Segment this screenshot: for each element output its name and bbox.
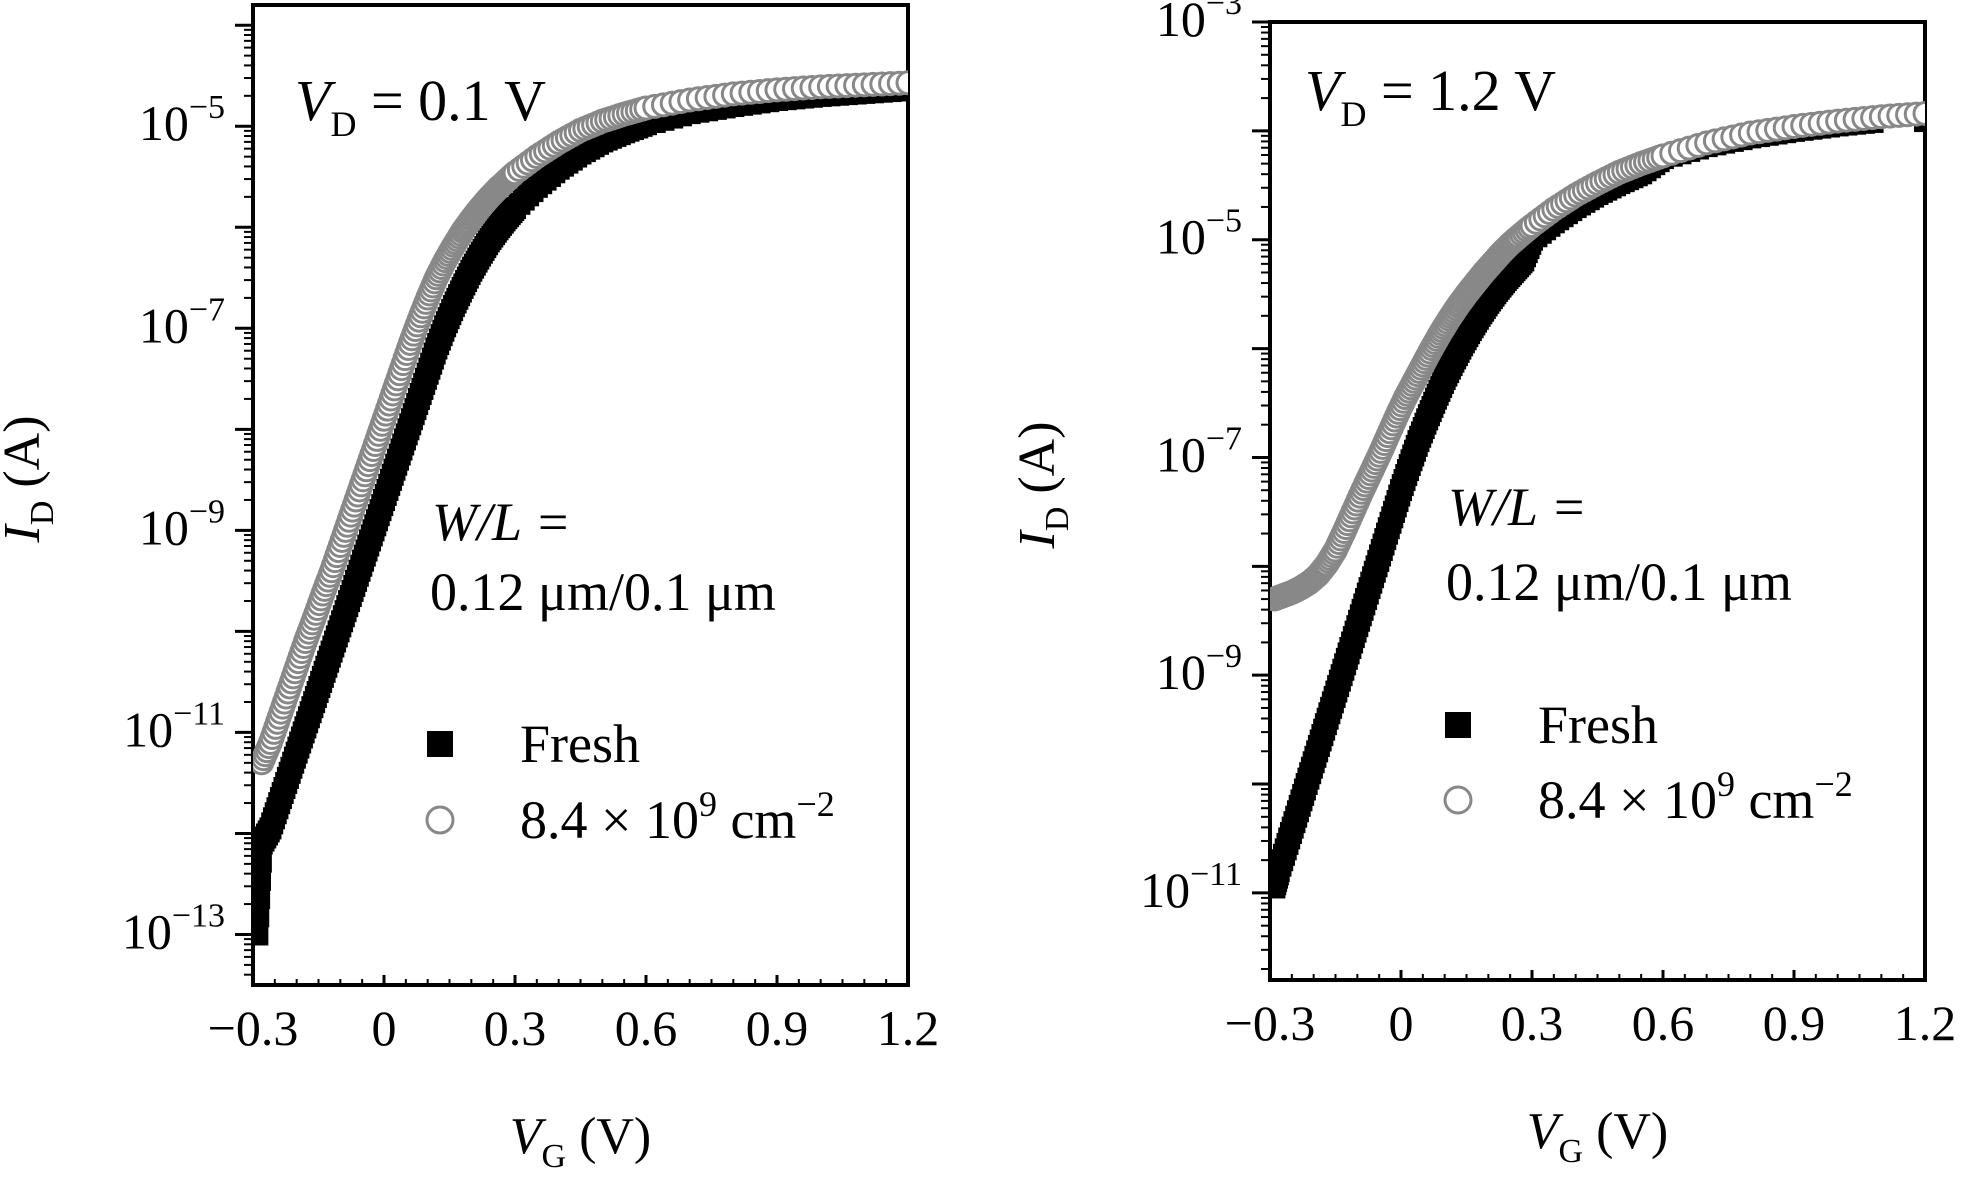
x-tick-label: 0.6: [1632, 995, 1695, 1051]
y-tick-label: 10−7: [139, 291, 225, 353]
series-irradiated: [1270, 100, 1925, 612]
wl-annotation-line2: 0.12 μm/0.1 μm: [430, 562, 776, 622]
y-tick-label: 10−3: [1156, 0, 1242, 47]
legend-label-fresh: Fresh: [520, 714, 640, 774]
legend-label-fresh: Fresh: [1538, 695, 1658, 755]
legend-label-irradiated: 8.4 × 109 cm−2: [1538, 764, 1853, 830]
y-axis-label: ID (A): [1009, 421, 1076, 549]
data-point-square: [253, 868, 271, 891]
legend-marker-circle: [1443, 785, 1473, 815]
y-tick-label: 10−5: [1156, 203, 1242, 265]
legend-label-irradiated: 8.4 × 109 cm−2: [520, 784, 835, 850]
y-tick-label: 10−5: [139, 89, 225, 151]
wl-annotation-line1: W/L =: [432, 492, 571, 552]
x-tick-label: 1.2: [1894, 995, 1957, 1051]
x-tick-label: 0: [1389, 995, 1414, 1051]
x-tick-label: −0.3: [1225, 995, 1316, 1051]
y-axis-label: ID (A): [0, 415, 61, 543]
data-point-square: [1888, 0, 1910, 22]
x-tick-label: 0.9: [1763, 995, 1826, 1051]
x-tick-label: 0.3: [1501, 995, 1564, 1051]
data-point-square: [1905, 0, 1927, 22]
chart-panel-right: −0.3 0 0.3 0.6 0.9 1.2 10−11 10−9 10−7 10−5 10−3 VG…: [1009, 0, 1956, 1170]
data-point-square: [253, 887, 271, 910]
x-tick-label: 1.2: [877, 1000, 940, 1056]
series-irradiated: [253, 70, 908, 776]
data-point-square: [1897, 0, 1919, 22]
data-point-square: [1870, 0, 1892, 22]
y-tick-label: 10−11: [1140, 856, 1242, 918]
x-tick-label: 0.3: [484, 1000, 547, 1056]
x-axis-label: VG (V): [1527, 1103, 1669, 1170]
x-tick-label: 0.6: [615, 1000, 678, 1056]
data-point-square: [253, 923, 269, 946]
y-tick-label: 10−9: [139, 493, 225, 555]
x-tick-label: −0.3: [208, 1000, 299, 1056]
data-point-square: [253, 850, 272, 873]
y-tick-label: 10−11: [123, 695, 225, 757]
x-tick-label: 0: [372, 1000, 397, 1056]
legend-marker-circle: [425, 805, 455, 835]
legend-marker-square: [427, 731, 453, 757]
bias-annotation: VD = 0.1 V: [295, 68, 546, 144]
legend: Fresh 8.4 × 109 cm−2: [1443, 695, 1853, 830]
data-point-square: [253, 905, 270, 928]
legend: Fresh 8.4 × 109 cm−2: [425, 714, 835, 850]
data-point-circle: [1912, 100, 1925, 126]
y-tick-label: 10−7: [1156, 420, 1242, 482]
wl-annotation-line2: 0.12 μm/0.1 μm: [1446, 552, 1792, 612]
x-tick-label: 0.9: [746, 1000, 809, 1056]
wl-annotation-line1: W/L =: [1448, 477, 1587, 537]
chart-panel-left: −0.3 0 0.3 0.6 0.9 1.2 10−13 10−11 10−9 10−7 10−5 V…: [0, 3, 940, 1175]
data-point-square: [1879, 0, 1901, 22]
y-tick-label: 10−13: [122, 897, 225, 959]
data-point-circle: [895, 70, 908, 96]
bias-annotation: VD = 1.2 V: [1305, 58, 1556, 134]
x-axis-label: VG (V): [510, 1108, 652, 1175]
y-tick-label: 10−9: [1156, 638, 1242, 700]
legend-marker-square: [1445, 712, 1471, 738]
